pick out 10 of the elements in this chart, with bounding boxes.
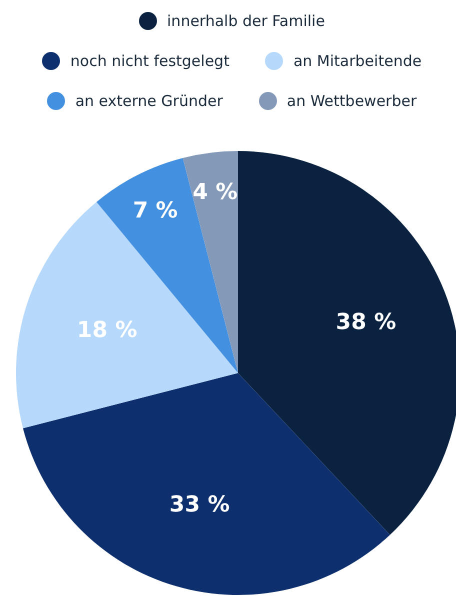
legend-label: innerhalb der Familie: [167, 12, 325, 30]
data-label: 38 %: [336, 310, 396, 335]
legend-label: an Mitarbeitende: [293, 52, 422, 70]
data-label: 33 %: [169, 492, 230, 518]
data-label: 4 %: [192, 180, 238, 205]
legend-label: an Wettbewerber: [286, 92, 417, 110]
data-label: 7 %: [132, 198, 178, 224]
data-label: 18 %: [76, 318, 138, 343]
legend-label: an externe Gründer: [75, 92, 223, 110]
legend-label: noch nicht festgelegt: [70, 52, 230, 70]
